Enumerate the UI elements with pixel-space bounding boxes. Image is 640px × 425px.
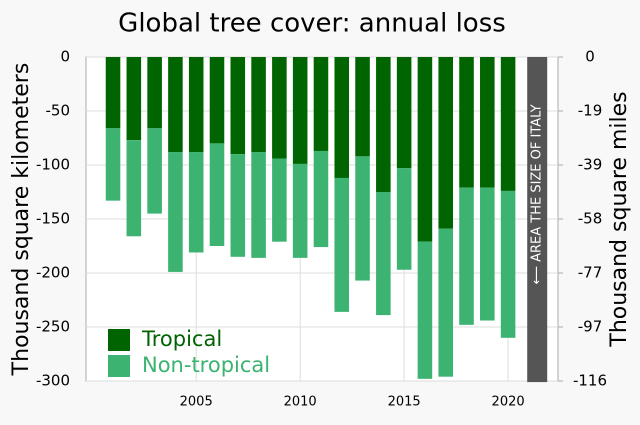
y-tick-label: 0 [60,48,70,66]
bar-segment [272,57,287,159]
legend-label: Non-tropical [142,353,270,377]
bar-segment [396,168,412,270]
bar-segment [355,156,370,281]
y-tick-label: -150 [36,210,70,228]
legend-swatch [108,355,130,377]
x-tick-label: 2005 [180,395,213,410]
annotation-text: ⟵ AREA THE SIZE OF ITALY [530,104,545,284]
bar-segment [355,57,370,157]
bar-segment [313,150,329,248]
bar-segment [376,57,391,192]
y2-axis-label: Thousand square miles [607,91,632,347]
bar-segment [334,177,350,312]
bar-segment [376,192,391,316]
bar-segment [334,57,350,178]
bar-segment [272,158,287,242]
bar-segment [480,187,495,321]
bar-segment [438,228,453,377]
bar-segment [209,57,225,144]
bar-segment [292,163,308,258]
bar-segment [230,154,246,257]
bar-segment [459,187,474,325]
bar-segment [438,57,453,229]
y-axis-label: Thousand square kilometers [9,63,34,377]
y2-tick-label: -97 [578,318,603,336]
legend-swatch [108,329,130,351]
y-tick-label: -50 [46,102,71,120]
legend-label: Tropical [141,327,222,351]
y-tick-label: -200 [36,264,70,282]
y-tick-label: -250 [36,318,70,336]
y-tick-label: -100 [36,156,70,174]
bar-segment [313,57,329,151]
x-tick-label: 2010 [284,395,317,410]
bar-segment [126,140,142,237]
bar-segment [168,57,183,153]
bar-segment [396,57,412,169]
chart-title: Global tree cover: annual loss [118,9,506,39]
x-tick-label: 2015 [388,395,421,410]
y2-tick-label: -77 [578,264,603,282]
annotation-bar [527,57,548,383]
y2-tick-label: -19 [578,102,603,120]
bar-segment [417,241,433,379]
bar-segment [105,128,121,201]
y2-tick-label: 0 [585,48,595,66]
bar-segment [188,57,204,153]
bar-segment [209,143,225,246]
bar-segment [480,57,495,188]
bar-segment [251,152,266,258]
bar-segment [147,57,162,129]
y2-tick-label: -39 [578,156,603,174]
bar-segment [188,152,204,253]
y2-tick-label: -116 [573,372,607,390]
bar-segment [251,57,266,153]
bar-segment [230,57,246,155]
bar-segment [292,57,308,164]
bar-segment [417,57,433,242]
bar-segment [500,57,516,191]
y-tick-label: -300 [36,372,70,390]
bar-segment [147,128,162,214]
y2-tick-label: -58 [578,210,603,228]
bar-segment [168,152,183,272]
bar-segment [500,190,516,338]
bar-segment [105,57,121,129]
x-tick-label: 2020 [492,395,525,410]
bar-segment [459,57,474,188]
bar-segment [126,57,142,141]
